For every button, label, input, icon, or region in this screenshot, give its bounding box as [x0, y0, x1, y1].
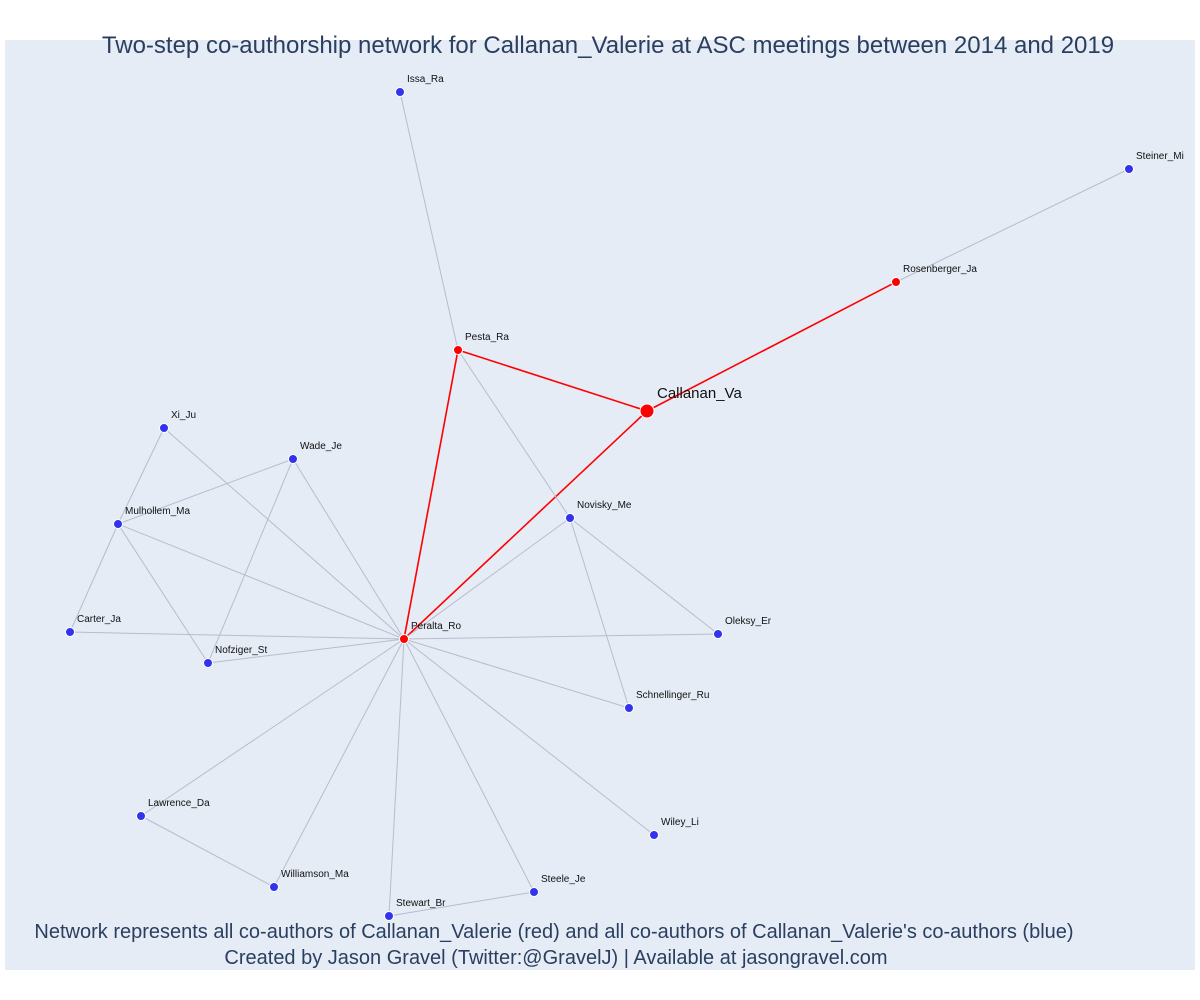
- node-label-Williamson_Ma: Williamson_Ma: [281, 869, 349, 880]
- caption-line-1: Network represents all co-authors of Cal…: [34, 921, 1073, 943]
- node-label-Issa_Ra: Issa_Ra: [407, 74, 444, 85]
- edge-Rosenberger_Ja-Steiner_Mi: [895, 168, 1130, 283]
- edge-Peralta_Ro-Williamson_Ma: [273, 638, 405, 888]
- node-Steiner_Mi[interactable]: [1124, 164, 1134, 174]
- plot-background: [5, 40, 1195, 970]
- edge-Novisky_Me-Oleksy_Er: [569, 517, 719, 635]
- caption-line-2: Created by Jason Gravel (Twitter:@Gravel…: [224, 947, 887, 969]
- edge-Peralta_Ro-Steele_Je: [403, 638, 535, 893]
- edge-Pesta_Ra-Peralta_Ro: [403, 349, 459, 640]
- edge-Callanan_Va-Pesta_Ra: [457, 349, 648, 412]
- node-Mulhollem_Ma[interactable]: [113, 519, 123, 529]
- labels-layer: Callanan_Va Pesta_Ra Rosenberger_Ja Peralta…: [77, 74, 1184, 909]
- node-Wade_Je[interactable]: [288, 454, 298, 464]
- edge-Peralta_Ro-Nofziger_St: [207, 638, 405, 664]
- node-Lawrence_Da[interactable]: [136, 811, 146, 821]
- node-Peralta_Ro[interactable]: [399, 634, 409, 644]
- node-Issa_Ra[interactable]: [395, 87, 405, 97]
- node-label-Steele_Je: Steele_Je: [541, 874, 586, 885]
- edge-Wade_Je-Nofziger_St: [207, 458, 294, 664]
- nodes-layer: [65, 87, 1134, 921]
- edge-Novisky_Me-Schnellinger_Ru: [569, 517, 630, 709]
- node-Callanan_Va[interactable]: [639, 403, 655, 419]
- node-label-Pesta_Ra: Pesta_Ra: [465, 332, 509, 343]
- node-label-Wiley_Li: Wiley_Li: [661, 817, 699, 828]
- edge-Callanan_Va-Rosenberger_Ja: [646, 281, 897, 412]
- edge-Peralta_Ro-Wiley_Li: [403, 638, 655, 836]
- node-Xi_Ju[interactable]: [159, 423, 169, 433]
- node-Oleksy_Er[interactable]: [713, 629, 723, 639]
- edge-Pesta_Ra-Issa_Ra: [399, 91, 459, 351]
- node-label-Mulhollem_Ma: Mulhollem_Ma: [125, 506, 190, 517]
- node-label-Steiner_Mi: Steiner_Mi: [1136, 151, 1184, 162]
- edge-Xi_Ju-Mulhollem_Ma: [117, 427, 165, 525]
- edges-layer: [69, 91, 1130, 917]
- edge-Peralta_Ro-Lawrence_Da: [140, 638, 405, 817]
- node-Novisky_Me[interactable]: [565, 513, 575, 523]
- node-Stewart_Br[interactable]: [384, 911, 394, 921]
- node-Rosenberger_Ja[interactable]: [891, 277, 901, 287]
- node-label-Callanan_Va: Callanan_Va: [657, 385, 742, 402]
- node-Steele_Je[interactable]: [529, 887, 539, 897]
- edge-Peralta_Ro-Oleksy_Er: [403, 633, 719, 640]
- node-Carter_Ja[interactable]: [65, 627, 75, 637]
- node-Schnellinger_Ru[interactable]: [624, 703, 634, 713]
- node-label-Carter_Ja: Carter_Ja: [77, 614, 121, 625]
- edge-Peralta_Ro-Schnellinger_Ru: [403, 638, 630, 709]
- edge-Peralta_Ro-Wade_Je: [292, 458, 405, 640]
- edge-Stewart_Br-Steele_Je: [388, 891, 535, 917]
- edge-Pesta_Ra-Novisky_Me: [457, 349, 571, 519]
- node-label-Oleksy_Er: Oleksy_Er: [725, 616, 772, 627]
- edge-Lawrence_Da-Williamson_Ma: [140, 815, 275, 888]
- node-Williamson_Ma[interactable]: [269, 882, 279, 892]
- node-Nofziger_St[interactable]: [203, 658, 213, 668]
- node-label-Stewart_Br: Stewart_Br: [396, 898, 446, 909]
- edge-Peralta_Ro-Novisky_Me: [403, 517, 571, 640]
- edge-Mulhollem_Ma-Nofziger_St: [117, 523, 209, 664]
- edge-Peralta_Ro-Xi_Ju: [163, 427, 405, 640]
- node-label-Xi_Ju: Xi_Ju: [171, 410, 196, 421]
- node-Wiley_Li[interactable]: [649, 830, 659, 840]
- edge-Peralta_Ro-Mulhollem_Ma: [117, 523, 405, 640]
- edge-Callanan_Va-Peralta_Ro: [403, 410, 648, 640]
- node-Pesta_Ra[interactable]: [453, 345, 463, 355]
- node-label-Novisky_Me: Novisky_Me: [577, 500, 632, 511]
- edge-Peralta_Ro-Carter_Ja: [69, 631, 405, 640]
- edge-Peralta_Ro-Stewart_Br: [388, 638, 405, 917]
- edge-Mulhollem_Ma-Carter_Ja: [69, 523, 119, 633]
- edge-Wade_Je-Mulhollem_Ma: [117, 458, 294, 525]
- node-label-Rosenberger_Ja: Rosenberger_Ja: [903, 264, 977, 275]
- chart-title: Two-step co-authorship network for Calla…: [102, 32, 1114, 59]
- node-label-Lawrence_Da: Lawrence_Da: [148, 798, 210, 809]
- node-label-Wade_Je: Wade_Je: [300, 441, 342, 452]
- node-label-Schnellinger_Ru: Schnellinger_Ru: [636, 690, 709, 701]
- node-label-Peralta_Ro: Peralta_Ro: [411, 621, 461, 632]
- node-label-Nofziger_St: Nofziger_St: [215, 645, 267, 656]
